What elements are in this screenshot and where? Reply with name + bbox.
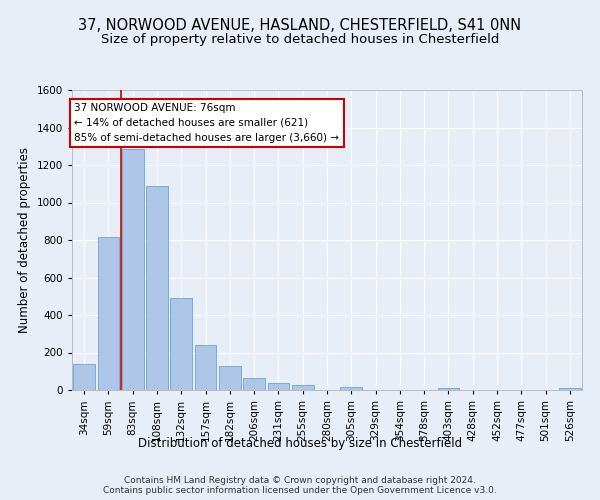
Bar — [122, 149, 143, 390]
Bar — [194, 346, 217, 390]
Bar — [219, 366, 241, 390]
Text: Contains HM Land Registry data © Crown copyright and database right 2024.
Contai: Contains HM Land Registry data © Crown c… — [103, 476, 497, 495]
Bar — [170, 298, 192, 390]
Text: 37, NORWOOD AVENUE, HASLAND, CHESTERFIELD, S41 0NN: 37, NORWOOD AVENUE, HASLAND, CHESTERFIEL… — [79, 18, 521, 32]
Bar — [437, 388, 460, 390]
Bar — [97, 237, 119, 390]
Y-axis label: Number of detached properties: Number of detached properties — [18, 147, 31, 333]
Bar — [243, 378, 265, 390]
Bar — [292, 385, 314, 390]
Text: Distribution of detached houses by size in Chesterfield: Distribution of detached houses by size … — [138, 438, 462, 450]
Text: 37 NORWOOD AVENUE: 76sqm
← 14% of detached houses are smaller (621)
85% of semi-: 37 NORWOOD AVENUE: 76sqm ← 14% of detach… — [74, 103, 340, 142]
Bar — [340, 386, 362, 390]
Bar — [146, 186, 168, 390]
Bar — [559, 388, 581, 390]
Bar — [268, 383, 289, 390]
Text: Size of property relative to detached houses in Chesterfield: Size of property relative to detached ho… — [101, 32, 499, 46]
Bar — [73, 364, 95, 390]
